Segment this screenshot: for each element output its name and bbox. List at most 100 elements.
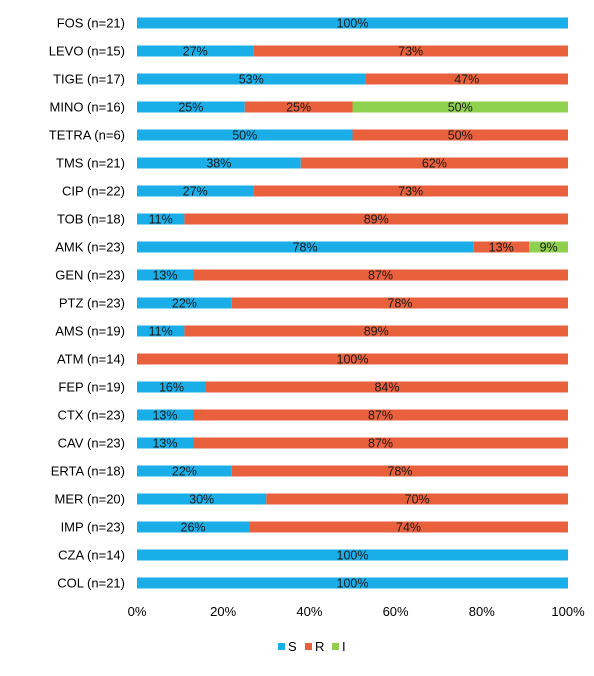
bar-segment-r [231, 297, 568, 309]
data-label: 62% [422, 156, 447, 170]
data-label: 78% [387, 464, 412, 478]
bar-segment-s [137, 101, 245, 113]
bar-segment-r [266, 493, 568, 505]
category-label: TIGE (n=17) [53, 72, 125, 87]
bar-segment-r [473, 241, 530, 253]
bar-segment-s [137, 185, 254, 197]
bar-segment-s [137, 17, 568, 29]
bar-segment-s [137, 465, 232, 477]
bar-segment-s [137, 157, 301, 169]
data-label: 78% [387, 296, 412, 310]
category-label: CTX (n=23) [57, 408, 125, 423]
bar-segment-r [193, 437, 568, 449]
data-label: 11% [149, 324, 173, 338]
category-label: PTZ (n=23) [59, 296, 125, 311]
legend-label-i: I [342, 639, 346, 654]
data-label: 74% [396, 520, 421, 534]
bar-segment-s [137, 241, 474, 253]
bar-segment-s [137, 269, 194, 281]
bar-segment-r [365, 73, 568, 85]
bar-segment-s [137, 213, 185, 225]
category-label: TETRA (n=6) [49, 128, 125, 143]
bar-segment-r [352, 129, 568, 141]
data-label: 100% [337, 16, 369, 30]
bar-segment-s [137, 297, 232, 309]
category-label: IMP (n=23) [61, 520, 125, 535]
data-label: 87% [368, 408, 393, 422]
category-label: TOB (n=18) [57, 212, 125, 227]
data-label: 11% [149, 212, 173, 226]
bar-segment-r [300, 157, 568, 169]
legend-swatch-i [332, 643, 339, 650]
category-label: MER (n=20) [55, 492, 125, 507]
x-tick-label: 40% [296, 604, 322, 619]
category-label: ATM (n=14) [57, 352, 125, 367]
bar-segment-r [253, 185, 568, 197]
legend-swatch-s [278, 643, 285, 650]
x-tick-label: 100% [551, 604, 585, 619]
x-tick-label: 0% [128, 604, 147, 619]
bar-segment-s [137, 549, 568, 561]
bar-segment-s [137, 73, 366, 85]
data-label: 100% [337, 576, 369, 590]
data-label: 27% [183, 184, 208, 198]
bar-segment-s [137, 325, 185, 337]
data-label: 38% [206, 156, 231, 170]
bar-segment-r [193, 409, 568, 421]
x-tick-label: 80% [469, 604, 495, 619]
data-label: 25% [178, 100, 203, 114]
x-axis: 0% 20% 40% 60% 80% 100% [128, 604, 585, 619]
data-label: 89% [364, 324, 389, 338]
data-label: 73% [398, 184, 423, 198]
category-label: ERTA (n=18) [51, 464, 125, 479]
x-tick-label: 20% [210, 604, 236, 619]
category-label: TMS (n=21) [56, 156, 125, 171]
data-label: 16% [159, 380, 184, 394]
category-label: FEP (n=19) [58, 380, 125, 395]
data-label: 13% [152, 268, 177, 282]
data-label: 22% [172, 464, 197, 478]
bar-segment-s [137, 45, 254, 57]
x-tick-label: 60% [383, 604, 409, 619]
bar-segment-r [137, 353, 568, 365]
data-label: 13% [489, 240, 514, 254]
bar-segment-i [352, 101, 568, 113]
category-labels: FOS (n=21) LEVO (n=15) TIGE (n=17) MINO (n=… [49, 16, 125, 591]
legend-label-s: S [288, 639, 297, 654]
data-label: 73% [398, 44, 423, 58]
data-label: 100% [337, 548, 369, 562]
bar-segment-r [184, 325, 568, 337]
category-label: MINO (n=16) [50, 100, 126, 115]
data-label: 50% [448, 100, 473, 114]
data-label: 53% [239, 72, 264, 86]
legend-label-r: R [315, 639, 324, 654]
data-label: 100% [337, 352, 369, 366]
data-label: 84% [374, 380, 399, 394]
data-label: 25% [286, 100, 311, 114]
data-label: 50% [232, 128, 257, 142]
data-label: 30% [189, 492, 214, 506]
category-label: GEN (n=23) [55, 268, 125, 283]
legend-swatch-r [305, 643, 312, 650]
bars-layer: 100%27% 73%53% 47%25% 25% 50%50% 50%38% 62%27%… [137, 16, 568, 590]
category-label: CAV (n=23) [58, 436, 125, 451]
category-label: CIP (n=22) [62, 184, 125, 199]
data-label: 47% [454, 72, 479, 86]
bar-segment-s [137, 493, 267, 505]
bar-segment-r [184, 213, 568, 225]
category-label: COL (n=21) [57, 576, 125, 591]
data-label: 78% [293, 240, 318, 254]
category-label: LEVO (n=15) [49, 44, 125, 59]
bar-segment-s [137, 521, 250, 533]
data-label: 13% [152, 436, 177, 450]
bar-segment-r [231, 465, 568, 477]
data-label: 87% [368, 436, 393, 450]
bar-segment-r [253, 45, 568, 57]
bar-segment-r [205, 381, 568, 393]
bar-segment-s [137, 381, 206, 393]
data-label: 9% [540, 240, 558, 254]
bar-segment-s [137, 437, 194, 449]
category-label: AMS (n=19) [55, 324, 125, 339]
